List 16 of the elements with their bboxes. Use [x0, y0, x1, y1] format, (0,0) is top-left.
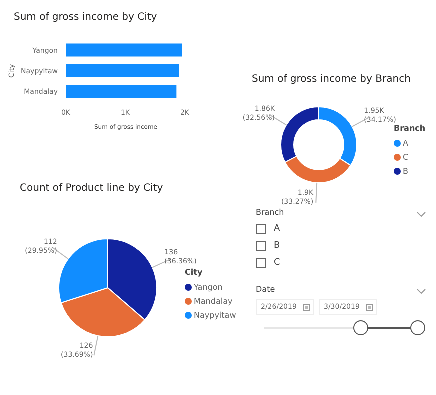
legend-label: Naypyitaw: [194, 310, 236, 320]
category-label: A: [274, 224, 280, 234]
chart-title: Sum of gross income by City: [14, 12, 158, 23]
legend-label: Mandalay: [194, 296, 233, 306]
text: Branch: [256, 208, 284, 217]
legend-title: Branch: [394, 124, 426, 133]
text: Date: [256, 285, 276, 294]
legend-label: A: [403, 138, 408, 148]
legend-label: B: [403, 166, 408, 176]
chart-title: Sum of gross income by Branch: [252, 74, 411, 85]
chart-title: Count of Product line by City: [20, 183, 164, 194]
category-label: C: [274, 258, 280, 268]
legend-title: City: [185, 268, 204, 277]
legend-label: Yangon: [194, 282, 223, 292]
category-label: B: [274, 241, 280, 251]
legend-label: C: [403, 152, 409, 162]
